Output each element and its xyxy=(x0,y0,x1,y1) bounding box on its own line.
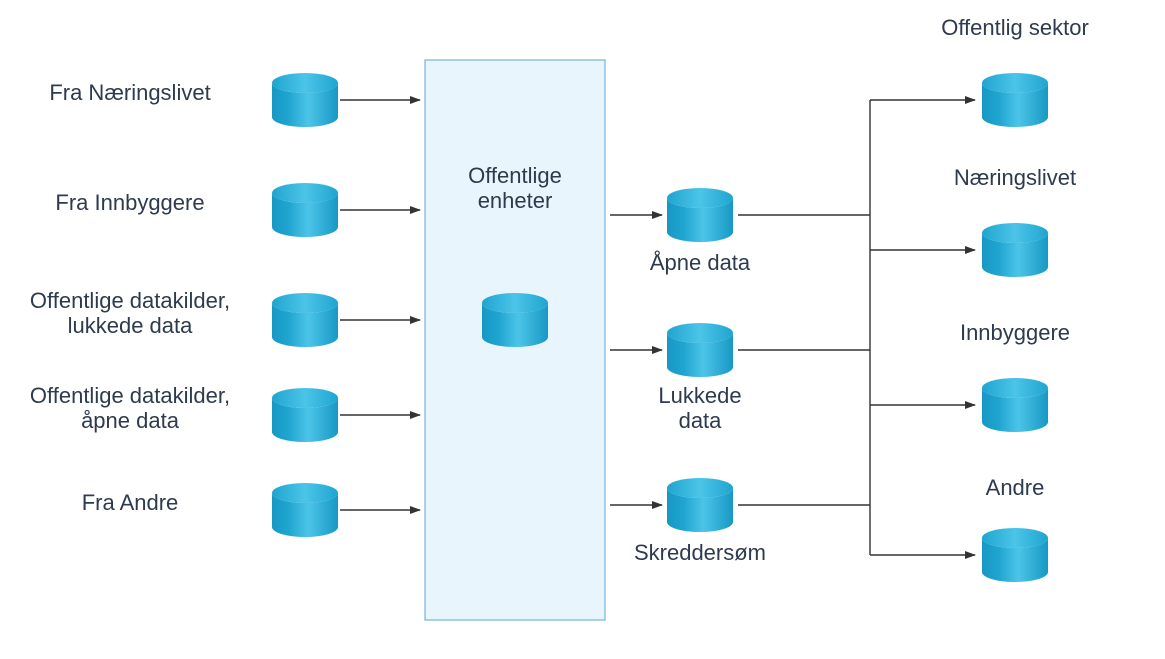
left-source-label: Fra Innbyggere xyxy=(55,190,204,215)
right-target-label: Offentlig sektor xyxy=(941,15,1089,40)
left-source-label: Offentlige datakilder,lukkede data xyxy=(30,288,230,338)
middle-output-cylinder xyxy=(667,188,733,242)
right-target-cylinder xyxy=(982,378,1048,432)
right-target-cylinder xyxy=(982,73,1048,127)
middle-output-label: Lukkededata xyxy=(658,383,741,433)
left-source-label: Fra Næringslivet xyxy=(49,80,210,105)
left-source-label: Offentlige datakilder,åpne data xyxy=(30,383,230,433)
middle-output-label: Åpne data xyxy=(650,250,751,275)
right-target-label: Næringslivet xyxy=(954,165,1076,190)
right-target-cylinder xyxy=(982,528,1048,582)
left-source-cylinder xyxy=(272,388,338,442)
right-target-cylinder xyxy=(982,223,1048,277)
left-source-cylinder xyxy=(272,73,338,127)
right-target-label: Andre xyxy=(986,475,1045,500)
middle-output-label: Skreddersøm xyxy=(634,540,766,565)
left-source-cylinder xyxy=(272,483,338,537)
left-source-label: Fra Andre xyxy=(82,490,179,515)
center-cylinder xyxy=(482,293,548,347)
left-source-cylinder xyxy=(272,293,338,347)
center-title: Offentligeenheter xyxy=(468,163,562,213)
left-source-cylinder xyxy=(272,183,338,237)
middle-output-cylinder xyxy=(667,478,733,532)
right-target-label: Innbyggere xyxy=(960,320,1070,345)
middle-output-cylinder xyxy=(667,323,733,377)
